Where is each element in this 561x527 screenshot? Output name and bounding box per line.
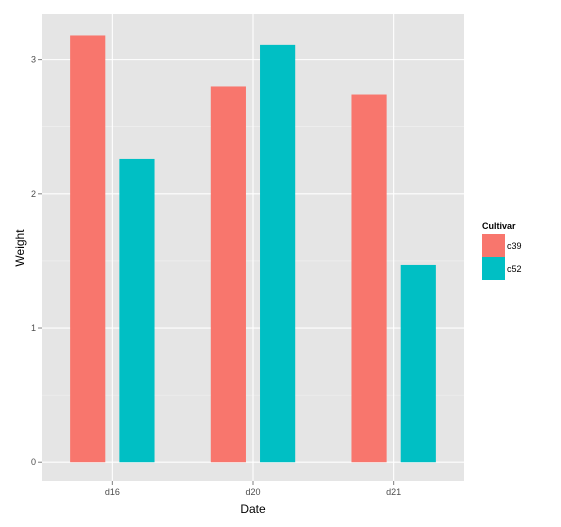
bar-c52-d16 (119, 158, 155, 463)
x-tick-label: d20 (245, 487, 260, 497)
legend-items: c39 c52 (482, 234, 522, 280)
bar-c39-d16 (70, 35, 106, 463)
legend-key-c39 (482, 234, 505, 257)
y-tick-label: 2 (31, 189, 36, 199)
legend-key-c52 (482, 257, 505, 280)
bar-c52-d21 (400, 264, 436, 463)
y-tick-label: 1 (31, 323, 36, 333)
bars (70, 35, 436, 463)
x-tick-label: d21 (386, 487, 401, 497)
bar-c39-d21 (351, 94, 387, 463)
bar-c39-d20 (210, 86, 246, 463)
y-axis-title: Weight (13, 229, 27, 267)
legend-label-c39: c39 (507, 241, 522, 251)
x-axis: d16 d20 d21 (105, 481, 401, 497)
legend: Cultivar c39 c52 (482, 221, 522, 280)
legend-label-c52: c52 (507, 264, 522, 274)
y-tick-label: 0 (31, 457, 36, 467)
x-tick-label: d16 (105, 487, 120, 497)
y-tick-label: 3 (31, 55, 36, 65)
x-axis-title: Date (240, 502, 266, 516)
major-gridlines (42, 14, 464, 481)
bar-c52-d20 (260, 44, 296, 463)
legend-title: Cultivar (482, 221, 516, 231)
y-axis: 0 1 2 3 (31, 55, 42, 467)
